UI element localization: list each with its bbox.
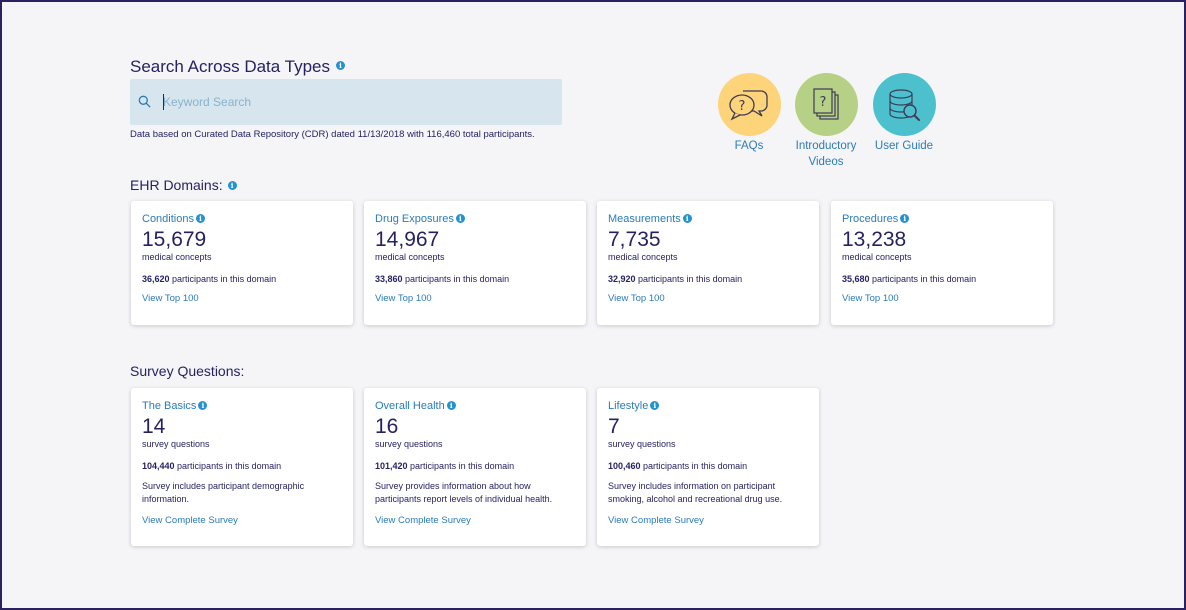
view-top-100-link[interactable]: View Top 100 [608,293,665,304]
ehr-card-procedures[interactable]: Procedures i 13,238 medical concepts 35,6… [831,201,1053,325]
card-unit: survey questions [608,439,676,449]
participant-suffix: participants in this domain [402,274,510,284]
participant-suffix: participants in this domain [635,274,743,284]
info-icon[interactable]: i [900,213,910,223]
cdr-note: Data based on Curated Data Repository (C… [130,129,535,140]
participant-suffix: participants in this domain [169,274,277,284]
card-participants: 33,860 participants in this domain [375,274,575,284]
faqs-label[interactable]: FAQs [734,140,764,152]
card-unit: medical concepts [142,252,212,262]
video-pages-icon: ? [813,87,839,120]
card-participants: 101,420 participants in this domain [375,461,575,471]
user-guide-label[interactable]: User Guide [874,140,934,152]
card-title[interactable]: Drug Exposures i [375,213,575,225]
svg-text:?: ? [739,99,746,114]
participant-suffix: participants in this domain [174,461,282,471]
card-unit: survey questions [142,439,210,449]
participant-count: 35,680 [842,274,870,284]
info-icon[interactable]: i [682,213,692,223]
survey-card-the-basics[interactable]: The Basics i 14 survey questions 104,440 … [131,388,353,546]
card-title-text[interactable]: Conditions [142,213,194,225]
card-title[interactable]: Procedures i [842,213,1042,225]
view-complete-survey-link[interactable]: View Complete Survey [142,515,238,526]
info-icon[interactable]: i [336,61,346,71]
card-participants: 36,620 participants in this domain [142,274,342,284]
card-description: Survey includes information on participa… [608,481,783,504]
participant-count: 100,460 [608,461,641,471]
user-guide-circle[interactable] [872,73,936,136]
search-input[interactable] [163,90,543,114]
info-icon[interactable]: i [455,213,465,223]
card-title-text[interactable]: Lifestyle [608,400,649,412]
card-title-text[interactable]: The Basics [142,400,197,412]
info-icon[interactable]: i [446,400,456,410]
card-title[interactable]: Lifestyle i [608,400,808,412]
info-icon[interactable]: i [227,180,237,190]
card-title[interactable]: Measurements i [608,213,808,225]
database-search-icon [889,88,920,121]
card-count: 15,679 [142,228,207,251]
survey-questions-title: Survey Questions: [130,363,245,379]
survey-card-lifestyle[interactable]: Lifestyle i 7 survey questions 100,460 pa… [597,388,819,546]
info-icon[interactable]: i [195,213,205,223]
card-description: Survey includes participant demographic … [142,481,305,504]
view-top-100-link[interactable]: View Top 100 [375,293,432,304]
search-icon [138,95,151,113]
search-bar[interactable] [130,79,562,125]
card-count: 14 [142,415,166,438]
user-guide-link[interactable]: User Guide [859,73,949,154]
view-top-100-link[interactable]: View Top 100 [842,293,899,304]
card-unit: medical concepts [375,252,445,262]
card-count: 16 [375,415,399,438]
survey-questions-heading: Survey Questions: [130,363,244,379]
videos-circle[interactable]: ? [794,73,858,136]
card-title-text[interactable]: Measurements [608,213,681,225]
search-title: Search Across Data Types [130,57,331,76]
info-icon[interactable]: i [650,400,660,410]
participant-suffix: participants in this domain [640,461,748,471]
card-unit: medical concepts [608,252,678,262]
card-description: Survey provides information about how pa… [375,481,553,504]
card-title[interactable]: The Basics i [142,400,342,412]
survey-card-overall-health[interactable]: Overall Health i 16 survey questions 101,… [364,388,586,546]
participant-count: 33,860 [375,274,403,284]
card-participants: 35,680 participants in this domain [842,274,1042,284]
card-title-text[interactable]: Drug Exposures [375,213,454,225]
participant-count: 101,420 [375,461,408,471]
view-top-100-link[interactable]: View Top 100 [142,293,199,304]
card-count: 13,238 [842,228,907,251]
card-title-text[interactable]: Procedures [842,213,899,225]
card-participants: 32,920 participants in this domain [608,274,808,284]
card-unit: survey questions [375,439,443,449]
ehr-card-conditions[interactable]: Conditions i 15,679 medical concepts 36,6… [131,201,353,325]
ehr-card-drug-exposures[interactable]: Drug Exposures i 14,967 medical concepts … [364,201,586,325]
info-icon[interactable]: i [198,400,208,410]
faqs-circle[interactable]: ? [717,73,781,136]
card-participants: 104,440 participants in this domain [142,461,342,471]
card-title[interactable]: Overall Health i [375,400,575,412]
search-heading: Search Across Data Types i [130,57,346,77]
ehr-domains-heading: EHR Domains: i [130,177,237,193]
card-count: 7,735 [608,228,661,251]
introductory-videos-link[interactable]: ? Introductory Videos [781,73,871,170]
card-participants: 100,460 participants in this domain [608,461,808,471]
svg-text:?: ? [820,95,827,110]
participant-count: 104,440 [142,461,175,471]
card-title-text[interactable]: Overall Health [375,400,445,412]
faqs-link[interactable]: ? FAQs [704,73,794,154]
ehr-card-measurements[interactable]: Measurements i 7,735 medical concepts 32,… [597,201,819,325]
participant-count: 36,620 [142,274,170,284]
card-count: 7 [608,415,620,438]
participant-count: 32,920 [608,274,636,284]
introductory-videos-label[interactable]: Introductory Videos [795,140,857,168]
view-complete-survey-link[interactable]: View Complete Survey [608,515,704,526]
ehr-domains-title: EHR Domains: [130,177,223,193]
faq-bubbles-icon: ? [729,89,768,120]
participant-suffix: participants in this domain [869,274,977,284]
card-unit: medical concepts [842,252,912,262]
participant-suffix: participants in this domain [407,461,515,471]
view-complete-survey-link[interactable]: View Complete Survey [375,515,471,526]
card-title[interactable]: Conditions i [142,213,342,225]
card-count: 14,967 [375,228,440,251]
